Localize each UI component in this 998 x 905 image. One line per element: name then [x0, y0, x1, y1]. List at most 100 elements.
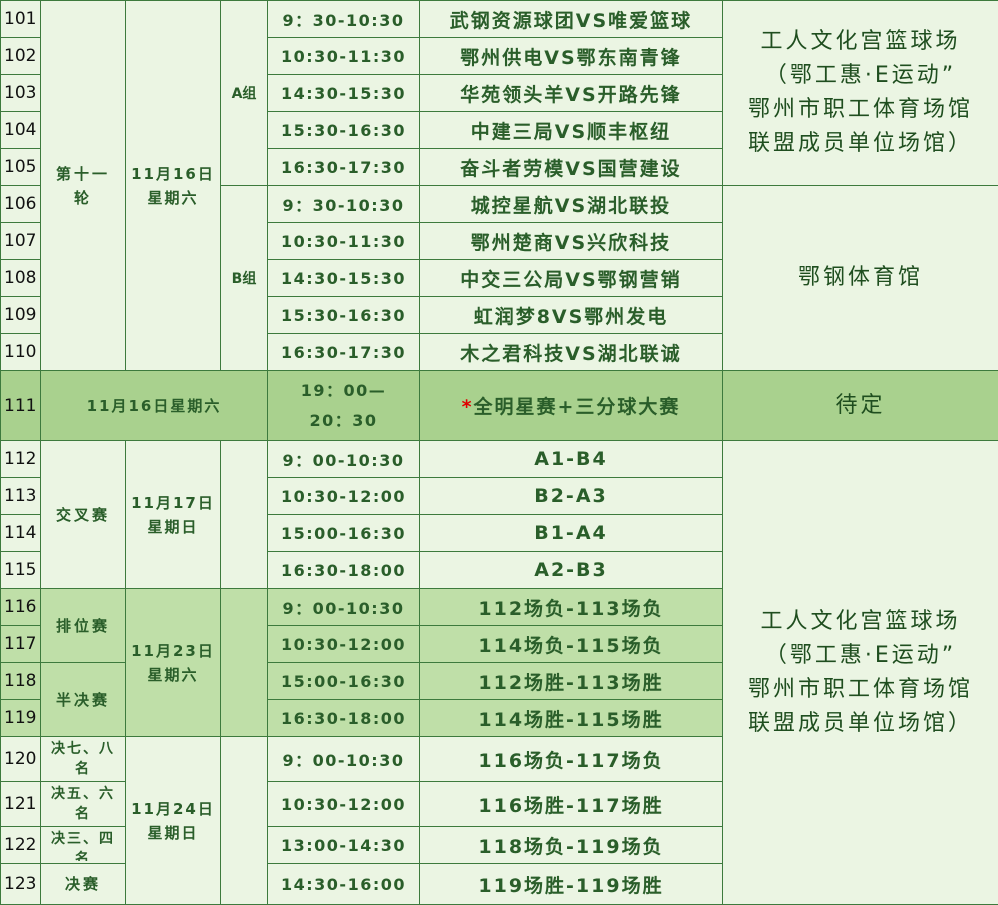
- date: 11月23日 星期六: [125, 588, 221, 737]
- match: 中交三公局VS鄂钢营销: [419, 259, 723, 297]
- round: 决三、四名: [40, 826, 126, 864]
- game-number: 121: [0, 781, 41, 827]
- time: 14:30-15:30: [267, 74, 420, 112]
- date-day: 11月23日: [131, 641, 215, 660]
- match: A1-B4: [419, 440, 723, 478]
- date-day: 11月24日: [131, 799, 215, 818]
- venue-line: 联盟成员单位场馆）: [747, 131, 973, 156]
- match: B2-A3: [419, 477, 723, 515]
- game-number: 107: [0, 222, 41, 260]
- date-weekday: 星期日: [147, 823, 199, 842]
- game-number: 110: [0, 333, 41, 371]
- match: A2-B3: [419, 551, 723, 589]
- time: 15:30-16:30: [267, 296, 420, 334]
- game-number: 116: [0, 588, 41, 626]
- date-weekday: 星期日: [147, 517, 199, 536]
- time: 10:30-12:00: [267, 781, 420, 827]
- venue: 鄂钢体育馆: [722, 185, 998, 371]
- game-number: 106: [0, 185, 41, 223]
- venue: 工人文化宫篮球场 （鄂工惠·E运动” 鄂州市职工体育场馆 联盟成员单位场馆）: [722, 440, 998, 905]
- game-number: 113: [0, 477, 41, 515]
- time: 16:30-18:00: [267, 699, 420, 737]
- game-number: 101: [0, 0, 41, 38]
- match: 华苑领头羊VS开路先锋: [419, 74, 723, 112]
- time: 10:30-11:30: [267, 37, 420, 75]
- game-number: 118: [0, 662, 41, 700]
- match: 114场负-115场负: [419, 625, 723, 663]
- game-number: 119: [0, 699, 41, 737]
- time: 9：30-10:30: [267, 185, 420, 223]
- match: 武钢资源球团VS唯爱篮球: [419, 0, 723, 38]
- round: 排位赛: [40, 588, 126, 663]
- game-number: 122: [0, 826, 41, 864]
- game-number: 102: [0, 37, 41, 75]
- venue-line: （鄂工惠·E运动”: [764, 642, 957, 668]
- round-text: 决五、六名: [51, 786, 115, 822]
- date: 11月17日 星期日: [125, 440, 221, 589]
- match: 116场负-117场负: [419, 736, 723, 782]
- match: 中建三局VS顺丰枢纽: [419, 111, 723, 149]
- game-number: 114: [0, 514, 41, 552]
- date-weekday: 星期六: [147, 665, 199, 684]
- venue-line: 工人文化宫篮球场: [760, 608, 961, 634]
- game-number: 112: [0, 440, 41, 478]
- group: [220, 440, 268, 589]
- venue-line: 联盟成员单位场馆）: [747, 710, 973, 736]
- game-number: 115: [0, 551, 41, 589]
- match: 虹润梦8VS鄂州发电: [419, 296, 723, 334]
- time: 13:00-14:30: [267, 826, 420, 864]
- round: 第十一轮: [40, 0, 126, 371]
- time: 16:30-18:00: [267, 551, 420, 589]
- venue: 工人文化宫篮球场 （鄂工惠·E运动” 鄂州市职工体育场馆 联盟成员单位场馆）: [722, 0, 998, 186]
- date: 11月16日星期六: [125, 0, 221, 371]
- match: 城控星航VS湖北联投: [419, 185, 723, 223]
- match: 118场负-119场负: [419, 826, 723, 864]
- date-day: 11月17日: [131, 493, 215, 512]
- venue-line: 待定: [835, 392, 886, 418]
- game-number: 108: [0, 259, 41, 297]
- time: 9：00-10:30: [267, 440, 420, 478]
- game-number: 105: [0, 148, 41, 186]
- time: 16:30-17:30: [267, 148, 420, 186]
- time: 9：00-10:30: [267, 736, 420, 782]
- time: 10:30-12:00: [267, 625, 420, 663]
- time: 16:30-17:30: [267, 333, 420, 371]
- venue: 待定: [722, 370, 998, 441]
- round: 交叉赛: [40, 440, 126, 589]
- group: [220, 736, 268, 905]
- round-text: 决七、八名: [51, 741, 115, 777]
- time: 9：00-10:30: [267, 588, 420, 626]
- time: 15:30-16:30: [267, 111, 420, 149]
- round: 决赛: [40, 863, 126, 905]
- group: A组: [220, 0, 268, 186]
- group: B组: [220, 185, 268, 371]
- game-number: 111: [0, 370, 41, 441]
- venue-line: 鄂州市职工体育场馆: [747, 97, 973, 122]
- match: 112场负-113场负: [419, 588, 723, 626]
- venue-line: （鄂工惠·E运动”: [764, 63, 957, 88]
- game-number: 117: [0, 625, 41, 663]
- game-number: 104: [0, 111, 41, 149]
- time: 10:30-12:00: [267, 477, 420, 515]
- game-number: 123: [0, 863, 41, 905]
- round: 半决赛: [40, 662, 126, 737]
- date: 11月16日星期六: [40, 370, 268, 441]
- group: [220, 588, 268, 737]
- match: 116场胜-117场胜: [419, 781, 723, 827]
- match: 112场胜-113场胜: [419, 662, 723, 700]
- match: *全明星赛+三分球大赛: [419, 370, 723, 441]
- venue-line: 鄂州市职工体育场馆: [747, 676, 973, 702]
- date: 11月24日 星期日: [125, 736, 221, 905]
- special-mark: *: [461, 396, 474, 418]
- match: 114场胜-115场胜: [419, 699, 723, 737]
- game-number: 120: [0, 736, 41, 782]
- venue-line: 鄂钢体育馆: [797, 265, 923, 290]
- match: B1-A4: [419, 514, 723, 552]
- time: 9：30-10:30: [267, 0, 420, 38]
- match: 木之君科技VS湖北联诚: [419, 333, 723, 371]
- time: 14:30-16:00: [267, 863, 420, 905]
- venue-line: 工人文化宫篮球场: [760, 29, 961, 54]
- round: 决七、八名: [40, 736, 126, 782]
